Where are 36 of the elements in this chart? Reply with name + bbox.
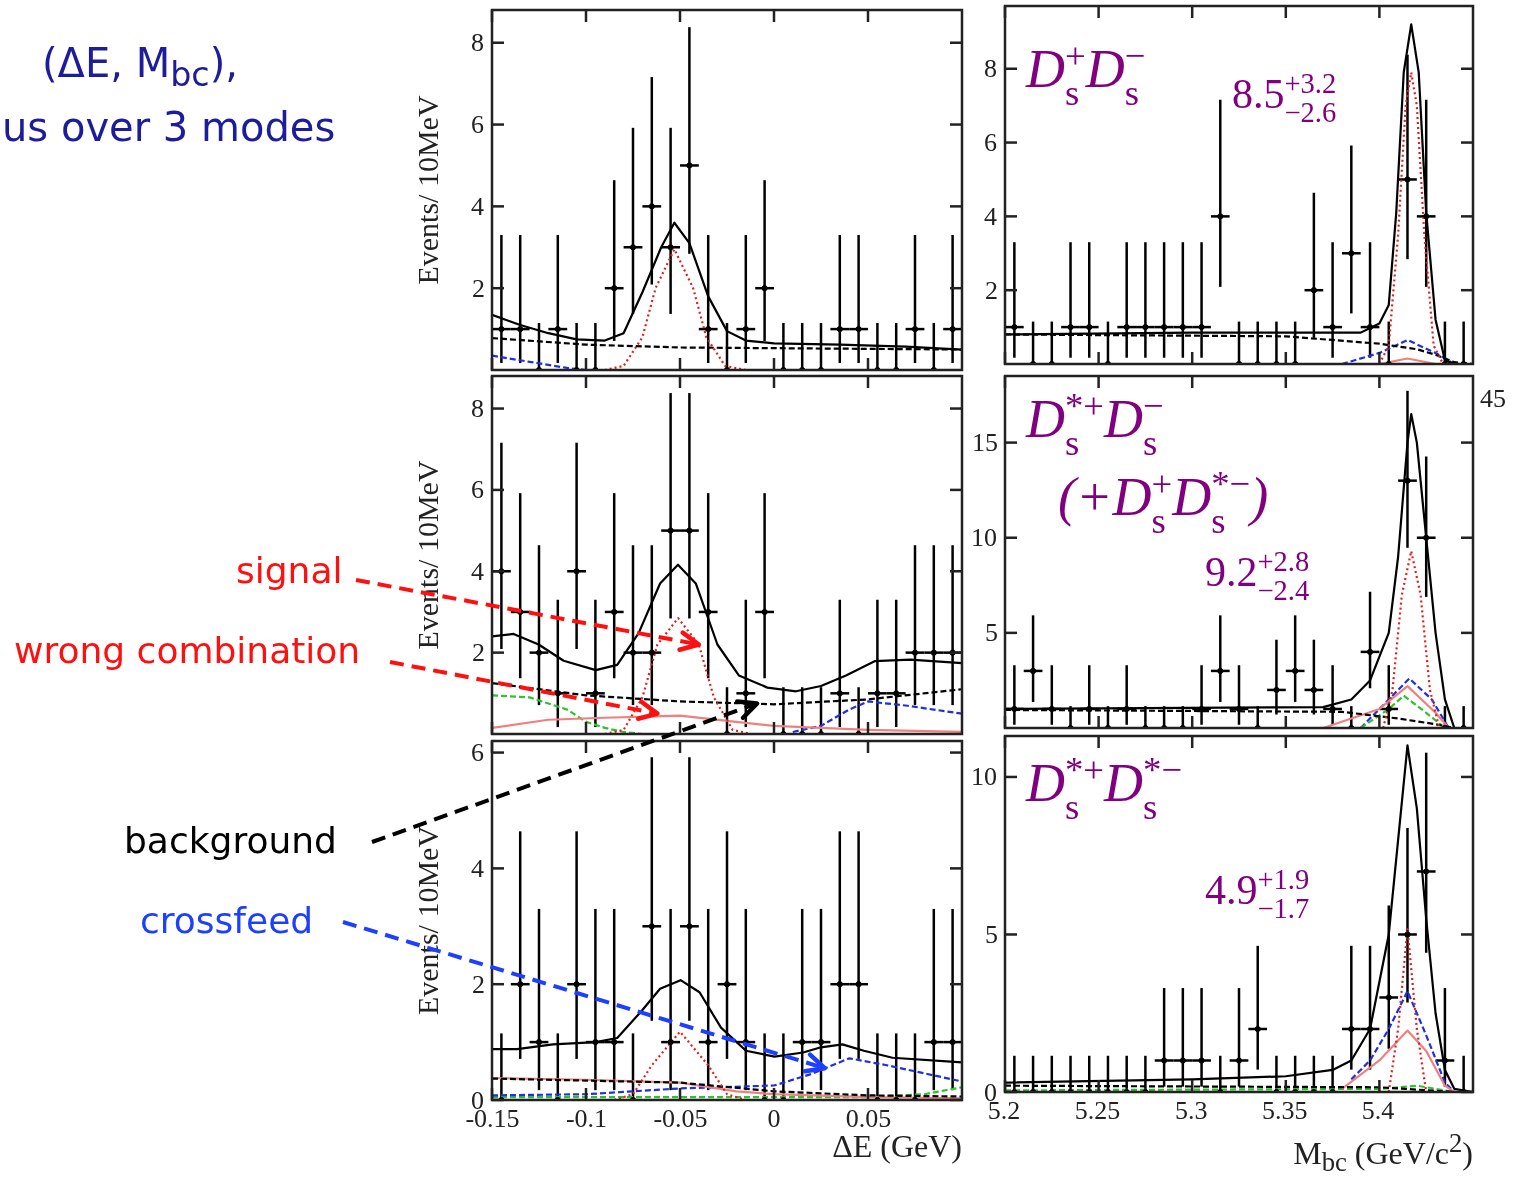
y-tick-label: 8 [471, 28, 484, 58]
x-tick-label: -0.1 [565, 1104, 608, 1133]
y-tick-label: 10 [971, 762, 997, 792]
y-tick-label: 6 [471, 110, 484, 140]
y-tick-label: 5 [985, 618, 998, 648]
x-tick-label: 5.25 [1074, 1096, 1121, 1125]
y-axis-title: Events/ 10MeV [410, 95, 444, 285]
y-tick-label: 6 [471, 475, 484, 505]
y-tick-label: 2 [472, 638, 485, 668]
y-tick-label: 2 [985, 275, 998, 305]
y-tick-label: 4 [471, 853, 484, 883]
y-tick-label: 5 [985, 919, 998, 949]
x-tick-label: 5.35 [1262, 1096, 1308, 1125]
y-tick-label: 8 [471, 394, 484, 424]
x-tick-label: -0.05 [653, 1104, 708, 1133]
annotation: signal [236, 550, 343, 591]
y-tick-label: 4 [471, 556, 484, 586]
y-tick-label: 15 [972, 428, 998, 458]
y-tick-label: 8 [984, 54, 997, 84]
y-tick-label: 6 [984, 128, 997, 158]
annotation: wrong combination [14, 630, 361, 671]
annotation: (+D$^{+}$$_{s}$D$^{*−}$$_{s}$) [1058, 463, 1269, 541]
text: 45 [1480, 384, 1506, 414]
text: us over 3 modes [2, 104, 336, 150]
y-tick-label: 4 [984, 201, 997, 231]
x-axis-title: M$_{bc}$ (GeV/c$^{2}$) [1293, 1128, 1473, 1179]
annotation: crossfeed [140, 900, 314, 941]
y-tick-label: 2 [472, 273, 485, 303]
y-axis-title: Events/ 10MeV [410, 460, 444, 650]
y-tick-label: 4 [471, 191, 484, 221]
annotation: background [124, 820, 337, 861]
y-tick-label: 10 [971, 523, 997, 553]
x-tick-label: 5.4 [1361, 1096, 1395, 1125]
x-tick-label: 5.3 [1174, 1096, 1208, 1125]
x-tick-label: 0 [767, 1104, 781, 1133]
text: (ΔE, M$_{bc}$), [42, 40, 238, 94]
